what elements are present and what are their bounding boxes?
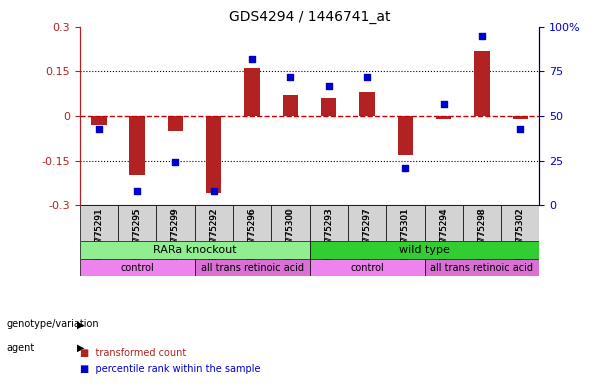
Bar <box>512 116 528 119</box>
Bar <box>245 68 260 116</box>
Point <box>94 126 104 132</box>
Text: GSM775299: GSM775299 <box>171 207 180 262</box>
FancyBboxPatch shape <box>233 205 271 241</box>
Text: ▶: ▶ <box>77 319 84 329</box>
Text: RARa knockout: RARa knockout <box>153 245 237 255</box>
Point <box>400 165 410 171</box>
FancyBboxPatch shape <box>118 205 156 241</box>
Text: GSM775295: GSM775295 <box>132 208 142 259</box>
FancyBboxPatch shape <box>80 241 310 259</box>
FancyBboxPatch shape <box>310 259 424 276</box>
Text: GSM775297: GSM775297 <box>362 207 371 262</box>
FancyBboxPatch shape <box>80 205 118 241</box>
Text: GSM775291: GSM775291 <box>94 208 104 259</box>
Bar <box>359 92 375 116</box>
Text: GSM775298: GSM775298 <box>478 208 487 259</box>
Bar <box>398 116 413 155</box>
Text: control: control <box>120 263 154 273</box>
Point <box>362 74 372 80</box>
Text: GSM775294: GSM775294 <box>439 207 448 262</box>
Point <box>209 188 219 194</box>
Text: GSM775302: GSM775302 <box>516 208 525 259</box>
Text: GSM775296: GSM775296 <box>248 207 257 262</box>
Text: GSM775300: GSM775300 <box>286 207 295 262</box>
Text: ▶: ▶ <box>77 343 84 353</box>
Bar <box>129 116 145 175</box>
Text: control: control <box>350 263 384 273</box>
FancyBboxPatch shape <box>195 259 310 276</box>
Bar <box>436 116 451 119</box>
Text: GSM775292: GSM775292 <box>209 207 218 262</box>
Point <box>324 83 333 89</box>
FancyBboxPatch shape <box>80 259 195 276</box>
Text: GSM775295: GSM775295 <box>132 207 142 262</box>
Text: GSM775294: GSM775294 <box>439 208 448 259</box>
Bar <box>321 98 337 116</box>
FancyBboxPatch shape <box>195 205 233 241</box>
Text: GSM775301: GSM775301 <box>401 207 410 262</box>
Bar <box>168 116 183 131</box>
Point <box>439 101 449 107</box>
Point <box>247 56 257 62</box>
Text: wild type: wild type <box>399 245 450 255</box>
Bar <box>283 95 298 116</box>
FancyBboxPatch shape <box>310 241 539 259</box>
FancyBboxPatch shape <box>501 205 539 241</box>
Text: GSM775296: GSM775296 <box>248 208 257 259</box>
FancyBboxPatch shape <box>348 205 386 241</box>
Text: GSM775293: GSM775293 <box>324 207 333 262</box>
Text: GSM775298: GSM775298 <box>478 207 487 262</box>
Text: GSM775292: GSM775292 <box>209 208 218 259</box>
Text: ■  percentile rank within the sample: ■ percentile rank within the sample <box>80 364 260 374</box>
Point <box>516 126 525 132</box>
Text: GSM775291: GSM775291 <box>94 207 104 262</box>
Bar <box>91 116 107 125</box>
FancyBboxPatch shape <box>271 205 310 241</box>
Text: GSM775299: GSM775299 <box>171 208 180 259</box>
FancyBboxPatch shape <box>463 205 501 241</box>
Text: all trans retinoic acid: all trans retinoic acid <box>430 263 533 273</box>
Point <box>170 159 180 166</box>
Bar <box>474 51 490 116</box>
Text: agent: agent <box>6 343 34 353</box>
FancyBboxPatch shape <box>424 205 463 241</box>
Text: GSM775293: GSM775293 <box>324 208 333 259</box>
Text: ■  transformed count: ■ transformed count <box>80 348 186 358</box>
Text: all trans retinoic acid: all trans retinoic acid <box>200 263 303 273</box>
Point <box>477 33 487 39</box>
FancyBboxPatch shape <box>156 205 195 241</box>
Text: GSM775302: GSM775302 <box>516 207 525 262</box>
Text: GSM775300: GSM775300 <box>286 208 295 259</box>
Point <box>132 188 142 194</box>
Text: genotype/variation: genotype/variation <box>6 319 99 329</box>
FancyBboxPatch shape <box>386 205 424 241</box>
FancyBboxPatch shape <box>310 205 348 241</box>
Bar <box>206 116 221 193</box>
FancyBboxPatch shape <box>424 259 539 276</box>
Text: GSM775297: GSM775297 <box>362 208 371 259</box>
Text: GSM775301: GSM775301 <box>401 208 410 259</box>
Point <box>286 74 295 80</box>
Title: GDS4294 / 1446741_at: GDS4294 / 1446741_at <box>229 10 390 25</box>
